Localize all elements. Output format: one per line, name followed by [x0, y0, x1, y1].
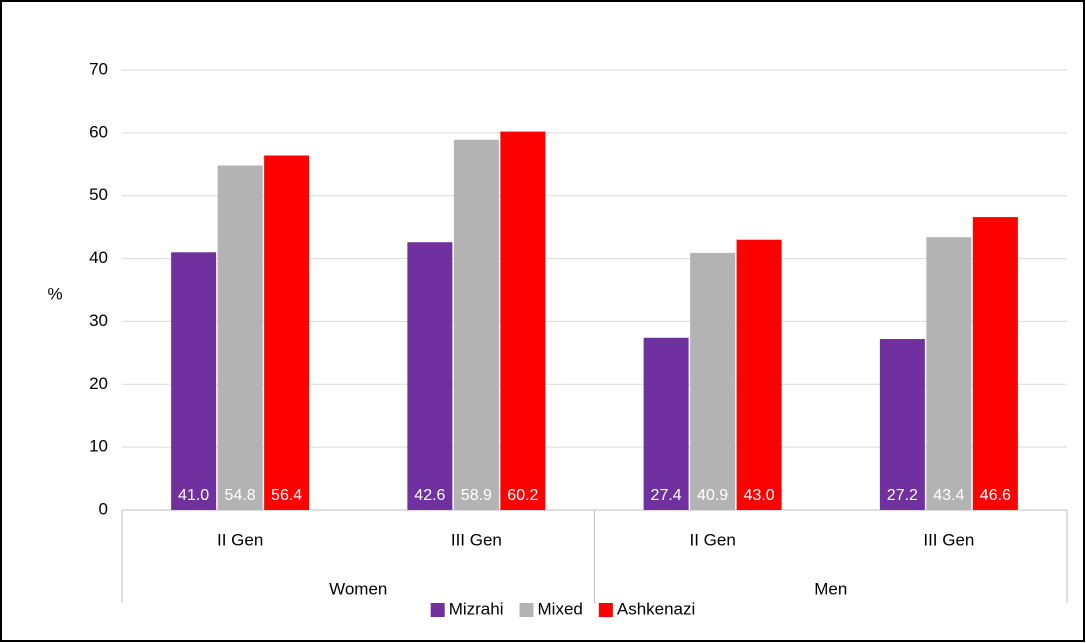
- bar: [736, 239, 782, 510]
- bar: [926, 237, 972, 510]
- data-label: 60.2: [507, 487, 538, 504]
- legend-label: Mizrahi: [449, 599, 504, 618]
- bar: [407, 242, 453, 510]
- data-label: 40.9: [697, 487, 728, 504]
- bar: [690, 252, 736, 510]
- bar: [643, 337, 689, 510]
- y-axis-label: %: [47, 284, 62, 303]
- data-label: 58.9: [461, 487, 492, 504]
- bar: [171, 252, 217, 511]
- bar: [264, 155, 310, 510]
- data-label: 43.0: [744, 487, 775, 504]
- x-tick-label: III Gen: [923, 530, 974, 549]
- legend-label: Mixed: [538, 599, 583, 618]
- y-tick-label: 10: [89, 437, 108, 456]
- y-tick-label: 40: [89, 248, 108, 267]
- group-label: Women: [329, 579, 387, 598]
- bar: [879, 339, 925, 510]
- bar: [500, 131, 546, 510]
- y-tick-label: 30: [89, 311, 108, 330]
- y-tick-label: 60: [89, 122, 108, 141]
- x-tick-label: II Gen: [217, 530, 263, 549]
- legend-swatch: [519, 603, 534, 617]
- data-label: 43.4: [933, 487, 964, 504]
- legend-label: Ashkenazi: [617, 599, 695, 618]
- y-tick-label: 50: [89, 185, 108, 204]
- bar: [217, 165, 263, 511]
- legend-swatch: [430, 603, 445, 617]
- x-tick-label: II Gen: [689, 530, 735, 549]
- data-label: 46.6: [980, 487, 1011, 504]
- data-label: 42.6: [414, 487, 445, 504]
- x-tick-label: III Gen: [451, 530, 502, 549]
- bar: [972, 217, 1018, 511]
- data-label: 27.4: [651, 487, 682, 504]
- group-label: Men: [814, 579, 847, 598]
- y-tick-label: 70: [89, 59, 108, 78]
- legend-swatch: [598, 603, 613, 617]
- data-label: 27.2: [887, 487, 918, 504]
- data-label: 56.4: [271, 487, 302, 504]
- bar: [453, 139, 499, 510]
- y-tick-label: 20: [89, 374, 108, 393]
- data-label: 41.0: [178, 487, 209, 504]
- data-label: 54.8: [225, 487, 256, 504]
- y-tick-label: 0: [99, 499, 108, 518]
